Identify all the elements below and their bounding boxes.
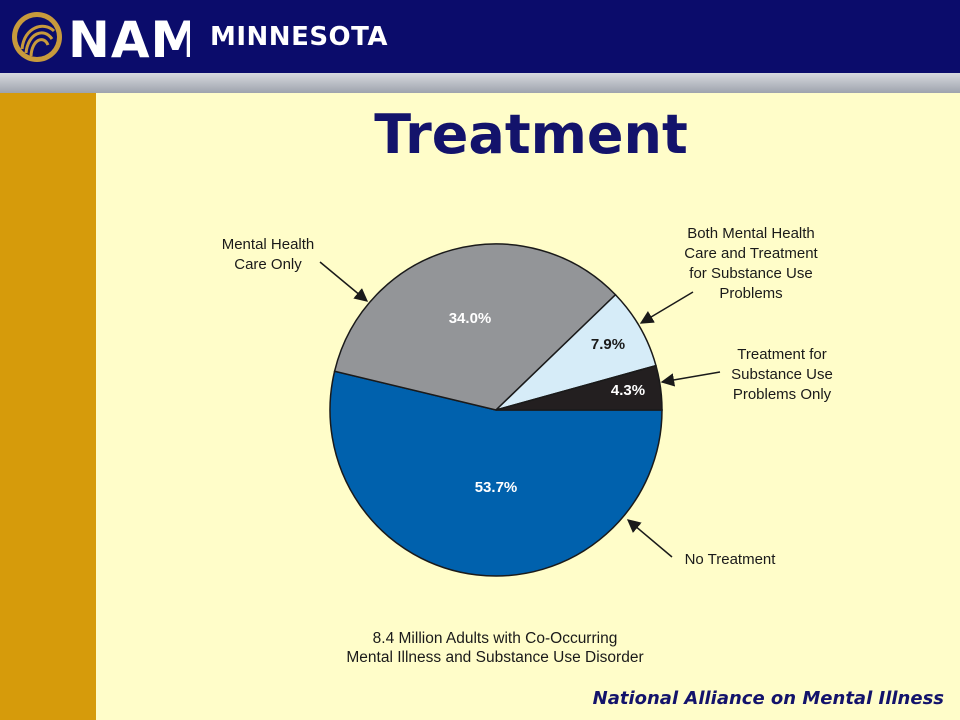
slice-label-substance-use-only: Treatment for Substance Use Problems Only <box>731 346 833 403</box>
pie-slice-substance-use-only <box>495 364 663 411</box>
footer-text: National Alliance on Mental Illness <box>592 688 944 709</box>
slice-label-no-treatment: No Treatment <box>685 551 777 568</box>
header-divider <box>0 73 960 93</box>
pie-slice-no-treatment <box>329 370 663 577</box>
data-label-no-treatment: 53.7% <box>475 479 518 496</box>
page-title: Treatment <box>374 103 688 166</box>
caption-line: Mental Illness and Substance Use Disorde… <box>346 649 644 666</box>
caption-line: 8.4 Million Adults with Co-Occurring <box>372 630 618 647</box>
header-bar: NAMI MINNESOTA <box>0 0 960 73</box>
slice-label-both-treatments: Both Mental Health Care and Treatment for … <box>684 225 818 302</box>
chart-caption: 8.4 Million Adults with Co-Occurring Men… <box>300 629 690 667</box>
data-label-both-treatments: 7.9% <box>591 336 625 353</box>
leader-arrow-no-treatment <box>626 519 673 558</box>
swirl-icon <box>12 12 62 62</box>
leader-arrow-mental-health-only <box>319 261 369 302</box>
region-label: MINNESOTA <box>210 22 388 52</box>
side-accent-bar <box>0 93 96 720</box>
nami-logo: NAMI <box>12 11 190 65</box>
leader-arrow-both-treatments <box>639 291 694 324</box>
data-label-substance-use-only: 4.3% <box>611 382 645 399</box>
pie-slice-mental-health-only <box>333 243 617 411</box>
leader-arrow-substance-use-only <box>660 371 721 387</box>
slice-label-mental-health-only: Mental Health Care Only <box>222 236 315 273</box>
data-label-mental-health-only: 34.0% <box>449 310 492 327</box>
nami-wordmark: NAMI <box>68 11 190 65</box>
